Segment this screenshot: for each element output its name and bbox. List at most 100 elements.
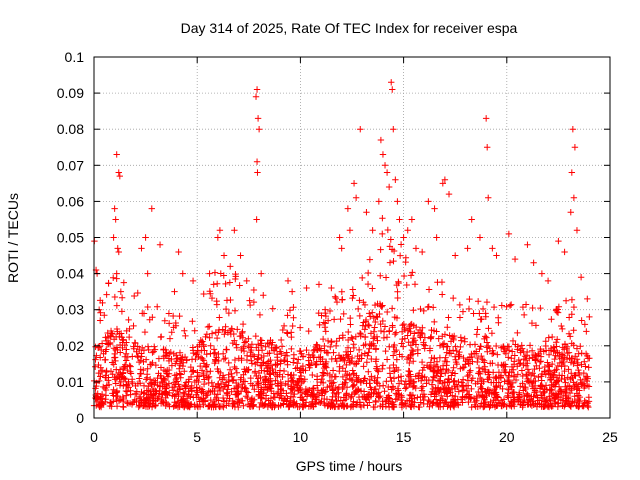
data-point <box>519 380 526 387</box>
data-point <box>504 376 512 384</box>
data-point <box>538 270 546 277</box>
data-point <box>101 384 109 392</box>
data-point <box>568 385 575 392</box>
data-point <box>254 356 261 363</box>
data-point <box>503 303 510 310</box>
data-point <box>498 302 506 309</box>
data-point <box>566 333 574 340</box>
data-point <box>206 288 214 295</box>
y-tick-label: 0.06 <box>57 193 84 209</box>
data-point <box>101 312 108 319</box>
data-point <box>194 373 201 380</box>
data-point <box>317 399 324 407</box>
data-point <box>433 358 441 365</box>
data-point <box>520 311 528 319</box>
data-point <box>574 362 581 369</box>
data-point <box>258 362 265 369</box>
data-point <box>156 387 163 394</box>
data-point <box>458 337 465 344</box>
data-point <box>134 353 142 361</box>
data-point <box>524 391 531 399</box>
data-point <box>455 388 462 395</box>
data-point <box>401 335 409 342</box>
data-point <box>418 358 426 366</box>
data-point <box>254 355 262 362</box>
data-point <box>154 395 161 402</box>
data-point <box>323 396 331 403</box>
data-point <box>555 237 562 245</box>
data-point <box>377 272 384 279</box>
data-point <box>116 382 124 389</box>
chart-title: Day 314 of 2025, Rate Of TEC Index for r… <box>181 20 518 36</box>
data-point <box>346 227 354 234</box>
data-point <box>196 341 203 348</box>
data-point <box>427 335 434 342</box>
data-point <box>457 343 464 351</box>
data-point <box>255 392 262 400</box>
data-point <box>161 376 169 384</box>
data-point <box>483 344 490 351</box>
data-point <box>483 298 491 306</box>
data-point <box>547 346 555 354</box>
data-point <box>521 396 528 404</box>
data-point <box>509 337 517 345</box>
data-point <box>146 388 154 395</box>
data-point <box>349 403 357 410</box>
data-point <box>135 358 143 366</box>
data-point <box>420 396 427 404</box>
data-point <box>559 344 566 351</box>
data-point <box>377 136 385 144</box>
data-point <box>258 347 266 354</box>
data-point <box>186 403 194 410</box>
data-point <box>219 350 227 357</box>
data-point <box>350 292 357 299</box>
data-point <box>506 302 514 309</box>
data-point <box>356 297 363 304</box>
data-point <box>388 79 395 86</box>
data-point <box>145 383 152 390</box>
data-point <box>514 329 521 337</box>
data-point <box>279 373 286 381</box>
data-point <box>514 343 522 350</box>
data-point <box>475 370 482 377</box>
data-point <box>415 369 423 377</box>
data-point <box>420 307 427 315</box>
data-point <box>585 394 593 401</box>
data-point <box>476 234 484 241</box>
data-point <box>270 369 277 377</box>
data-point <box>492 342 500 350</box>
data-point <box>222 381 230 388</box>
data-point <box>435 403 442 410</box>
data-point <box>209 387 216 394</box>
data-point <box>149 359 156 367</box>
data-point <box>239 397 246 405</box>
data-point <box>568 296 576 304</box>
data-point <box>134 352 141 360</box>
data-point <box>546 367 553 375</box>
data-point <box>111 354 119 361</box>
data-point <box>472 348 480 355</box>
data-point <box>480 357 488 364</box>
data-point <box>329 393 336 400</box>
data-point <box>97 354 104 361</box>
data-point <box>393 356 401 363</box>
data-point <box>384 308 391 316</box>
data-point <box>130 322 137 330</box>
data-point <box>476 345 483 353</box>
data-point <box>554 309 562 316</box>
data-point <box>508 399 515 406</box>
data-point <box>123 399 131 406</box>
data-point <box>277 392 284 399</box>
data-point <box>146 395 153 403</box>
data-point <box>216 314 223 321</box>
data-point <box>466 341 474 348</box>
data-point <box>343 392 350 399</box>
data-point <box>425 303 432 310</box>
data-point <box>224 386 231 393</box>
data-point <box>266 349 273 357</box>
data-point <box>211 356 219 363</box>
data-point <box>431 355 438 362</box>
data-point <box>350 341 357 348</box>
data-point <box>322 361 329 369</box>
data-point <box>254 115 262 122</box>
